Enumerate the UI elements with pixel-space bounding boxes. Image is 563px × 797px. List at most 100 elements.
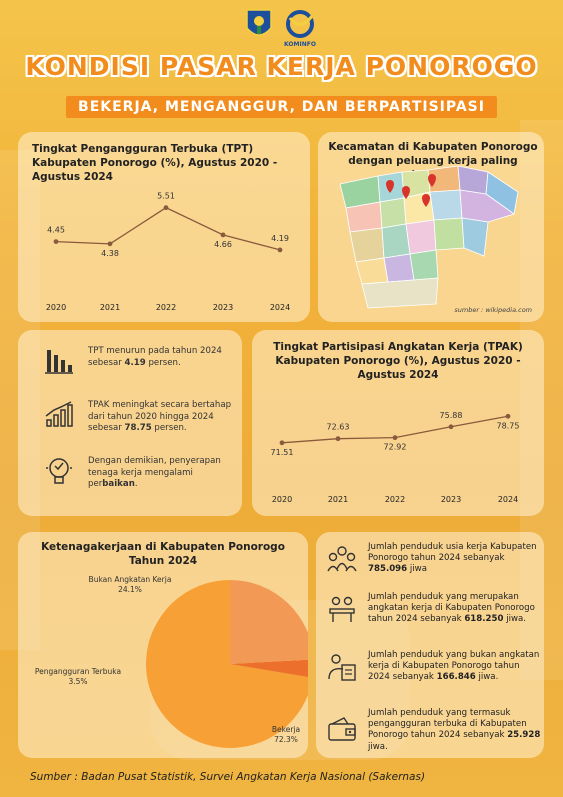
ponorogo-map [339,165,519,309]
data-point [279,440,285,446]
data-point [392,435,398,441]
reading-person-icon [328,654,356,681]
tpt-card: Tingkat Pengangguran Terbuka (TPT) Kabup… [18,132,310,322]
data-label: 72.92 [384,443,407,452]
map-region-ngebel [457,165,489,195]
x-tick-label: 2021 [328,495,348,504]
wallet-money-icon [328,717,356,742]
map-region-sawoo [461,217,489,257]
data-label: 4.19 [271,234,289,243]
pie-value-label: 3.5% [68,677,87,686]
insight-2: TPAK meningkat secara bertahap dari tahu… [44,400,234,435]
data-point [505,413,511,419]
data-point [335,436,341,442]
x-tick-label: 2021 [100,303,120,312]
series-line [55,206,281,251]
data-point [107,241,113,247]
people-row-2: Jumlah penduduk yang merupakan angkatan … [326,592,544,626]
pie-category-label: Bukan Angkatan Kerja [89,575,172,584]
pie-slice [230,659,308,677]
tpak-chart: 71.51 2020 72.63 2021 72.92 2022 75.88 2023 78.7… [271,411,520,504]
people-row-3: Jumlah penduduk yang bukan angkatan kerj… [326,650,544,684]
map-region-pulung [459,189,515,223]
ponorogo-emblem-icon [246,9,272,36]
map-region-balong [381,223,411,259]
tpak-card: Tingkat Partisipasi Angkatan Kerja (TPAK… [252,330,544,516]
kominfo-text: KOMINFO [284,41,316,48]
map-source: sumber : wikipedia.com [454,306,532,314]
map-region-bungkal [355,257,389,285]
data-point [163,205,169,211]
map-marker-2 [402,186,410,199]
map-markers [386,174,436,207]
insight-1-text: TPT menurun pada tahun 2024 sebesar 4.19… [88,346,222,368]
header-logos: KOMINFO [0,8,563,48]
map-region-kauman [379,197,407,229]
map-card: Kecamatan di Kabupaten Ponorogo dengan p… [318,132,544,322]
data-label: 72.63 [327,423,350,432]
people-text-4: Jumlah penduduk yang termasuk penganggur… [368,708,541,752]
people-row-1: Jumlah penduduk usia kerja Kabupaten Pon… [326,542,544,576]
insights-card: TPT menurun pada tahun 2024 sebesar 4.19… [18,330,242,516]
subtitle-wrap: BEKERJA, MENGANGGUR, DAN BERPARTISIPASI [0,96,563,118]
pie-category-label: Pengangguran Terbuka [35,667,121,676]
x-tick-label: 2024 [498,495,518,504]
tpt-title: Tingkat Pengangguran Terbuka (TPT) Kabup… [32,143,278,184]
pie-value-label: 72.3% [274,735,298,744]
tpt-chart: 4.45 2020 4.38 2021 5.51 2022 4.66 2023 4.19 2024 [46,192,290,312]
insight-3-text: Dengan demikian, penyerapan tenaga kerja… [88,456,221,490]
group-people-icon [327,546,357,572]
data-point [448,424,454,430]
map-region-jetis [405,219,437,255]
pie-value-label: 24.1% [118,585,142,594]
people-text-3: Jumlah penduduk yang bukan angkatan kerj… [368,650,540,683]
x-tick-label: 2023 [213,303,233,312]
data-label: 71.51 [271,448,294,457]
pie-category-label: Bekerja [272,725,300,734]
map-marker-3 [428,174,436,187]
x-tick-label: 2022 [156,303,176,312]
pie-slice [230,580,308,664]
map-region-slahung [383,253,415,283]
map-marker-1 [386,180,394,193]
data-point [53,239,59,244]
data-label: 5.51 [157,192,175,201]
data-label: 4.66 [214,240,232,249]
x-tick-label: 2023 [441,495,461,504]
x-tick-label: 2024 [270,303,290,312]
pie-card: Ketenagakerjaan di Kabupaten Ponorogo Ta… [18,532,308,758]
x-tick-label: 2022 [385,495,405,504]
insight-3: Dengan demikian, penyerapan tenaga kerja… [44,456,234,491]
insight-2-text: TPAK meningkat secara bertahap dari tahu… [88,400,232,434]
people-text-1: Jumlah penduduk usia kerja Kabupaten Pon… [368,542,537,575]
data-point [277,247,283,253]
map-region-sambit [409,249,439,281]
workers-at-desk-icon [329,596,355,622]
tpak-title: Tingkat Partisipasi Angkatan Kerja (TPAK… [273,341,523,382]
lightbulb-icon [46,458,72,484]
insight-1: TPT menurun pada tahun 2024 sebesar 4.19… [44,346,234,376]
data-label: 4.38 [101,249,119,258]
data-source: Sumber : Badan Pusat Statistik, Survei A… [30,771,426,783]
x-tick-label: 2020 [46,303,66,312]
x-tick-label: 2020 [272,495,292,504]
people-row-4: Jumlah penduduk yang termasuk penganggur… [326,708,544,753]
pie-title: Ketenagakerjaan di Kabupaten Ponorogo Ta… [41,541,285,568]
page-title: KONDISI PASAR KERJA PONOROGO [25,52,538,81]
page-subtitle: BEKERJA, MENGANGGUR, DAN BERPARTISIPASI [66,96,497,118]
data-label: 75.88 [440,411,463,420]
map-region-mlarak [429,189,463,221]
data-label: 78.75 [497,421,520,430]
kominfo-logo-icon: KOMINFO [284,10,316,48]
people-text-2: Jumlah penduduk yang merupakan angkatan … [368,592,535,625]
declining-chart-icon [45,350,73,374]
map-region-jambon [349,227,385,263]
rising-chart-icon [45,401,73,427]
map-region-sooko [433,217,465,251]
data-label: 4.45 [47,226,65,235]
map-region-ngrayun [361,277,439,309]
people-card: Jumlah penduduk usia kerja Kabupaten Pon… [316,532,544,758]
pie-slice [146,580,308,748]
data-point [220,232,226,238]
